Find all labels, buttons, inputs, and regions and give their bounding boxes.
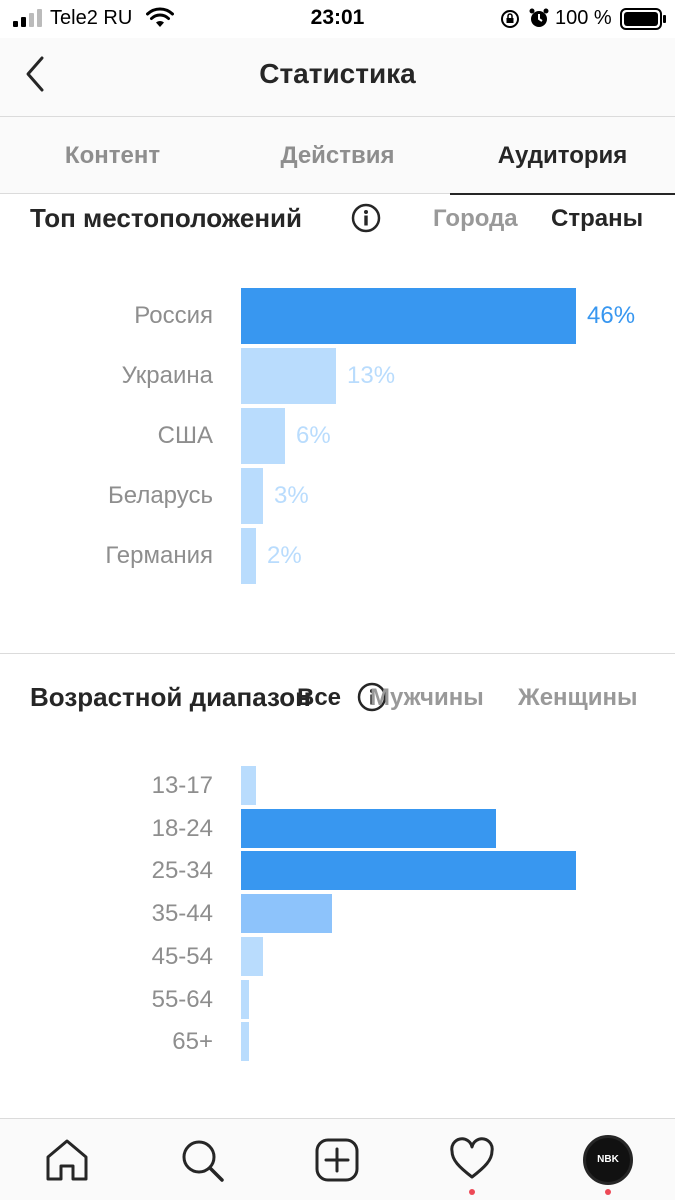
age-range-label: 45-54 [151,943,213,970]
back-chevron-icon[interactable] [22,54,48,94]
age-range-label: 25-34 [151,857,213,884]
alarm-icon [529,8,549,27]
filter-women[interactable]: Женщины [518,684,638,711]
info-icon[interactable] [351,203,381,233]
clock: 23:01 [310,6,365,29]
tab-bar: Контент Действия Аудитория [0,116,675,195]
age-range-bar [241,894,332,933]
section-divider [0,653,675,654]
cellular-signal-icon [13,9,42,27]
bottom-navigation: NBK [0,1118,675,1200]
locations-title: Топ местоположений [30,203,303,233]
info-icon[interactable] [357,682,387,712]
location-bar [241,288,576,344]
location-value-label: 3% [274,482,309,509]
location-bar [241,408,285,464]
age-range-label: 13-17 [151,772,213,799]
location-bar [241,528,256,584]
age-range-bar [241,766,256,805]
battery-icon [620,8,666,30]
location-label: Германия [105,542,213,569]
app-header: Статистика [0,38,675,116]
filter-countries[interactable]: Страны [551,205,644,232]
age-range-title: Возрастной диапазон [30,682,311,712]
wifi-icon [146,7,174,27]
rotation-lock-icon [501,10,519,28]
carrier-name: Tele2 RU [50,7,133,29]
age-range-bar [241,980,249,1019]
tab-audience[interactable]: Аудитория [450,117,675,195]
profile-avatar[interactable]: NBK [583,1135,633,1185]
age-range-bar [241,809,496,848]
search-icon[interactable] [179,1137,225,1183]
age-range-bar [241,937,263,976]
tab-content[interactable]: Контент [64,142,161,169]
battery-percent: 100 % [555,7,612,29]
page-title: Статистика [259,58,416,89]
location-bar [241,348,336,404]
age-range-bar [241,1022,249,1061]
location-value-label: 6% [296,422,331,449]
age-range-label: 65+ [172,1028,213,1055]
location-value-label: 13% [347,362,396,389]
location-label: Россия [134,302,213,329]
heart-icon[interactable] [449,1137,495,1183]
activity-notification-dot [469,1189,475,1195]
location-label: Беларусь [108,482,213,509]
profile-notification-dot [605,1189,611,1195]
age-range-label: 35-44 [151,900,213,927]
age-range-label: 55-64 [151,986,213,1013]
location-label: США [157,422,213,449]
filter-all[interactable]: Все [297,684,342,711]
status-bar: Tele2 RU 23:01 100 % [0,0,675,38]
tab-actions[interactable]: Действия [280,142,395,169]
age-range-label: 18-24 [151,815,213,842]
location-bar [241,468,263,524]
location-value-label: 46% [587,302,636,329]
age-range-bar [241,851,576,890]
add-post-icon[interactable] [314,1137,360,1183]
home-icon[interactable] [44,1137,90,1183]
location-value-label: 2% [267,542,302,569]
filter-cities[interactable]: Города [433,205,518,232]
location-label: Украина [121,362,213,389]
filter-men[interactable]: Мужчины [370,684,484,711]
